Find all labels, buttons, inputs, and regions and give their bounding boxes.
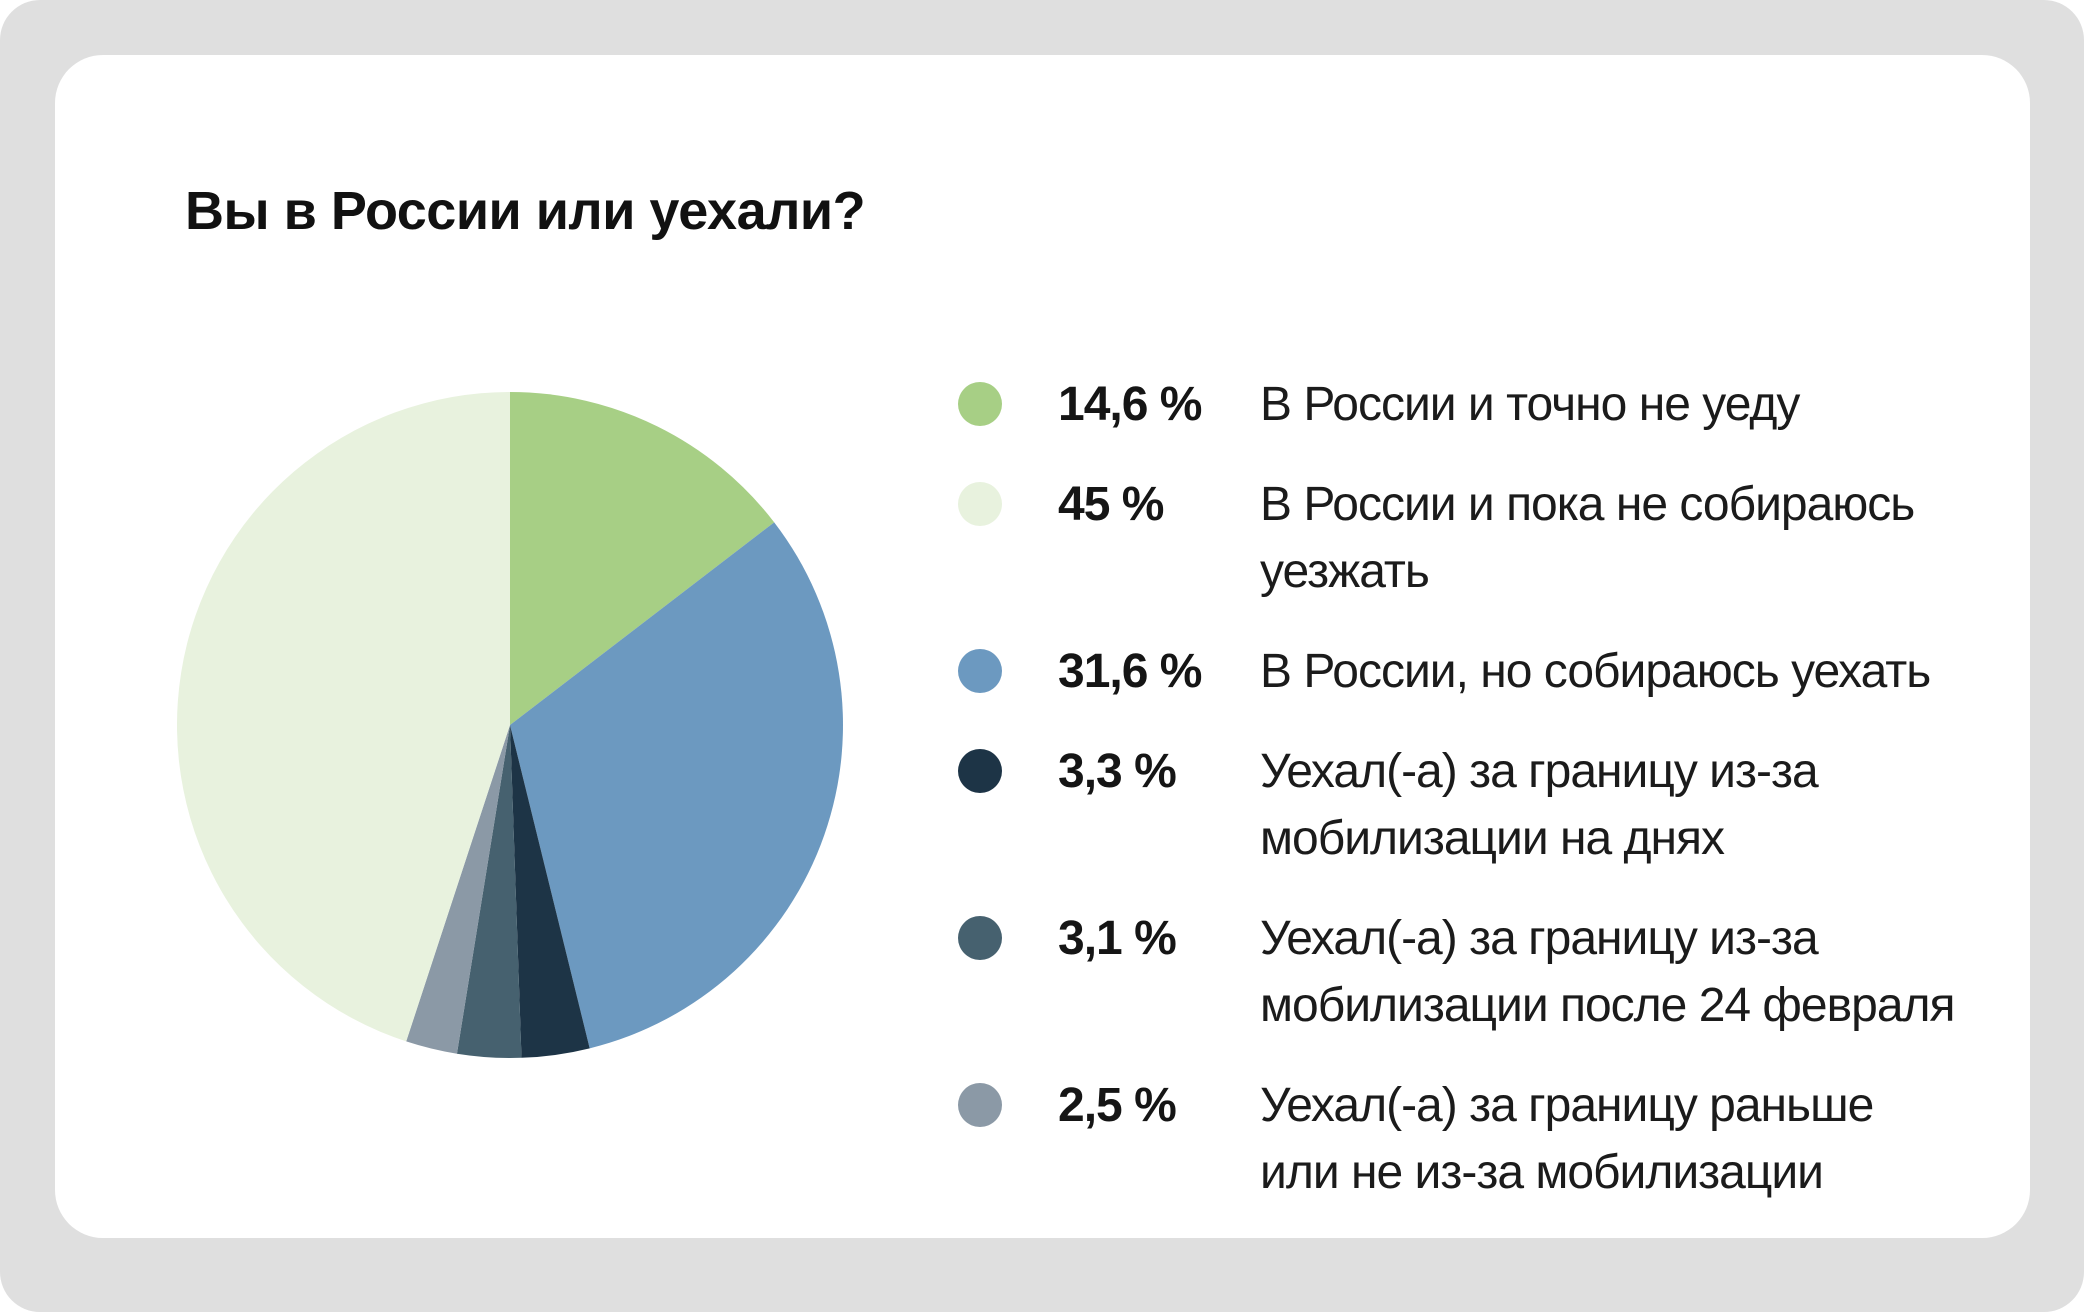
- pie-chart: [177, 392, 843, 1058]
- legend-percent: 3,1 %: [1058, 912, 1177, 965]
- pie-slice: [510, 522, 843, 1049]
- legend-item: 45 % В России и пока не собираюсь уезжат…: [958, 471, 2038, 605]
- legend-label: Уехал(-а) за границу раньше или не из-за…: [1260, 1079, 1874, 1199]
- legend-color-dot: [958, 649, 1002, 693]
- legend-percent: 31,6 %: [1058, 645, 1202, 698]
- legend-percent: 3,3 %: [1058, 745, 1177, 798]
- legend-percent: 45 %: [1058, 478, 1164, 531]
- legend-item: 14,6 % В России и точно не уеду: [958, 371, 2038, 438]
- pie-slice: [406, 725, 510, 1054]
- pie-slice: [510, 392, 775, 725]
- legend-label: Уехал(-а) за границу из-за мобилизации н…: [1260, 745, 1819, 865]
- legend-color-dot: [958, 1083, 1002, 1127]
- legend-item: 31,6 % В России, но собираюсь уехать: [958, 638, 2038, 705]
- legend-label: В России, но собираюсь уехать: [1260, 645, 1931, 698]
- pie-slice: [510, 725, 590, 1058]
- legend-label: В России и точно не уеду: [1260, 378, 1800, 431]
- legend-percent: 2,5 %: [1058, 1079, 1177, 1132]
- legend-color-dot: [958, 482, 1002, 526]
- pie-slice: [177, 392, 510, 1042]
- pie-slice: [456, 725, 522, 1058]
- legend-label: В России и пока не собираюсь уезжать: [1260, 478, 1915, 598]
- legend: 14,6 % В России и точно не уеду 45 % В Р…: [958, 371, 2038, 1206]
- chart-title: Вы в России или уехали?: [185, 181, 866, 241]
- legend-color-dot: [958, 749, 1002, 793]
- legend-color-dot: [958, 382, 1002, 426]
- legend-item: 2,5 % Уехал(-а) за границу раньше или не…: [958, 1072, 2038, 1206]
- legend-item: 3,1 % Уехал(-а) за границу из-за мобилиз…: [958, 905, 2038, 1039]
- legend-percent: 14,6 %: [1058, 378, 1202, 431]
- chart-card: Вы в России или уехали? 14,6 % В России …: [55, 55, 2030, 1238]
- legend-item: 3,3 % Уехал(-а) за границу из-за мобилиз…: [958, 738, 2038, 872]
- legend-color-dot: [958, 916, 1002, 960]
- legend-label: Уехал(-а) за границу из-за мобилизации п…: [1260, 912, 1956, 1032]
